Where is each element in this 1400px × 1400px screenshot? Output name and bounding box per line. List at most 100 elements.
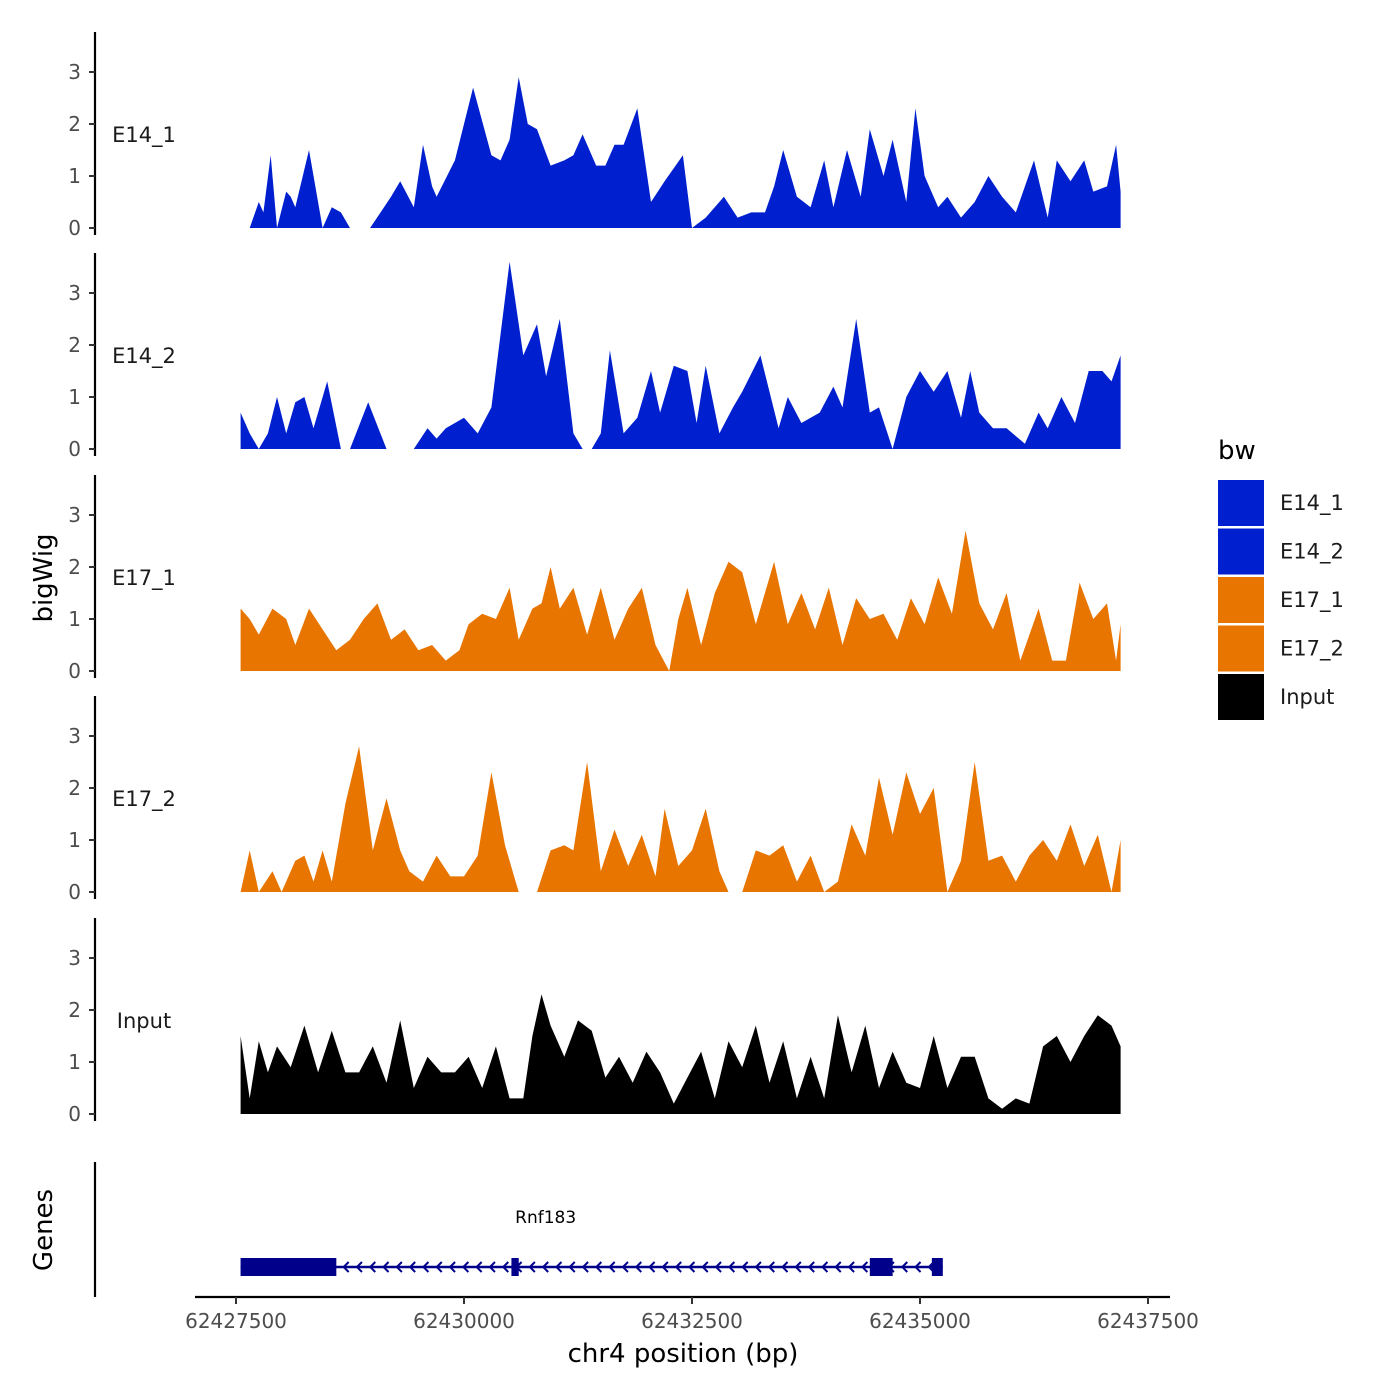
y-tick-label: 2	[68, 112, 81, 136]
gene-exon	[931, 1258, 943, 1276]
y-tick-label: 1	[68, 828, 81, 852]
x-ticks: 62427500 62430000 62432500 62435000 62437500	[185, 1297, 1199, 1333]
x-axis: 62427500 62430000 62432500 62435000 62437500…	[185, 1295, 1199, 1369]
track-area-e14-2	[240, 261, 1121, 449]
strand-arrow	[422, 1261, 430, 1273]
x-tick-label: 62432500	[641, 1309, 743, 1333]
gene-exon	[511, 1258, 519, 1276]
y-tick-label: 2	[68, 333, 81, 357]
y-tick-label: 1	[68, 164, 81, 188]
strand-arrow	[754, 1261, 762, 1273]
track-area-input	[240, 994, 1121, 1114]
track-area-e17-1	[240, 530, 1121, 671]
strand-arrow	[648, 1261, 656, 1273]
y-tick-label: 2	[68, 555, 81, 579]
track-e14-1: 0 1 2 3 E14_1	[68, 32, 1121, 240]
y-tick-label: 0	[68, 216, 81, 240]
x-axis-title: chr4 position (bp)	[568, 1339, 799, 1369]
strand-arrow	[634, 1261, 642, 1273]
strand-arrow	[448, 1261, 456, 1273]
legend-label: E14_1	[1280, 491, 1344, 516]
gene-panel: Genes Rnf183	[29, 1162, 943, 1297]
y-tick-label: 1	[68, 607, 81, 631]
strand-arrow	[475, 1261, 483, 1273]
track-e17-1: 0 1 2 3 E17_1	[68, 475, 1121, 683]
legend-items: E14_1 E14_2 E17_1 E17_2 Input	[1218, 480, 1344, 720]
track-label: Input	[117, 1009, 171, 1033]
strand-arrow	[807, 1261, 815, 1273]
track-input: 0 1 2 3 Input	[68, 918, 1121, 1126]
strand-arrow	[741, 1261, 749, 1273]
y-tick-label: 2	[68, 998, 81, 1022]
strand-arrow	[781, 1261, 789, 1273]
gene-model	[240, 1258, 943, 1276]
track-e17-2: 0 1 2 3 E17_2	[68, 696, 1121, 904]
track-area-e17-2	[240, 746, 1121, 892]
y-tick-label: 1	[68, 1050, 81, 1074]
legend-swatch-input	[1218, 674, 1264, 720]
strand-arrow	[355, 1261, 363, 1273]
legend-label: E14_2	[1280, 540, 1344, 565]
legend-label: E17_2	[1280, 637, 1344, 662]
strand-arrow	[395, 1261, 403, 1273]
track-label: E14_1	[112, 123, 176, 148]
gene-exon	[869, 1258, 893, 1276]
x-tick-label: 62435000	[869, 1309, 971, 1333]
strand-arrow	[688, 1261, 696, 1273]
strand-arrow	[701, 1261, 709, 1273]
track-label: E14_2	[112, 344, 176, 369]
strand-arrow	[674, 1261, 682, 1273]
legend-swatch-e14-2	[1218, 528, 1264, 575]
x-tick-label: 62437500	[1097, 1309, 1199, 1333]
strand-arrow	[914, 1261, 922, 1273]
track-panels: 0 1 2 3 E14_1 0 1 2 3 E14_2 0 1 2 3 E17_1 0 1 2 3 E17_2 0 1 2 3…	[68, 32, 1121, 1126]
y-tick-label: 2	[68, 776, 81, 800]
track-area-e14-1	[249, 77, 1121, 228]
y-tick-label: 3	[68, 724, 81, 748]
strand-arrow	[608, 1261, 616, 1273]
y-tick-label: 3	[68, 503, 81, 527]
legend-title: bw	[1218, 436, 1256, 466]
strand-arrow	[581, 1261, 589, 1273]
gene-exon	[240, 1258, 337, 1276]
strand-arrow	[767, 1261, 775, 1273]
strand-arrow	[461, 1261, 470, 1273]
strand-arrow	[501, 1261, 509, 1273]
strand-arrow	[435, 1261, 443, 1273]
strand-arrow	[541, 1261, 549, 1273]
legend: bw E14_1 E14_2 E17_1 E17_2 Input	[1218, 436, 1344, 720]
strand-arrow	[342, 1261, 350, 1273]
strand-arrow	[528, 1261, 536, 1273]
y-tick-label: 3	[68, 281, 81, 305]
strand-arrow	[661, 1261, 669, 1273]
strand-arrow	[368, 1261, 376, 1273]
strand-arrow	[621, 1261, 629, 1273]
strand-arrow	[727, 1261, 736, 1273]
legend-swatch-e14-1	[1218, 480, 1264, 526]
y-tick-label: 0	[68, 1102, 81, 1126]
y-tick-label: 3	[68, 946, 81, 970]
strand-arrow	[821, 1261, 829, 1273]
strand-arrow	[488, 1261, 496, 1273]
legend-label: Input	[1280, 685, 1334, 709]
track-label: E17_2	[112, 787, 176, 812]
legend-swatch-e17-2	[1218, 625, 1264, 672]
y-tick-label: 0	[68, 437, 81, 461]
strand-arrow	[594, 1261, 603, 1273]
strand-arrow	[900, 1261, 908, 1273]
legend-label: E17_1	[1280, 588, 1344, 613]
strand-arrow	[834, 1261, 842, 1273]
track-e14-2: 0 1 2 3 E14_2	[68, 253, 1121, 461]
strand-arrow	[714, 1261, 722, 1273]
strand-arrow	[860, 1261, 869, 1273]
gene-panel-title: Genes	[29, 1189, 59, 1271]
strand-arrow	[408, 1261, 416, 1273]
gene-label: Rnf183	[515, 1208, 576, 1228]
y-tick-label: 3	[68, 60, 81, 84]
x-tick-label: 62427500	[185, 1309, 287, 1333]
track-label: E17_1	[112, 566, 176, 591]
strand-arrow	[555, 1261, 563, 1273]
strand-arrow	[847, 1261, 855, 1273]
legend-swatch-e17-1	[1218, 577, 1264, 623]
